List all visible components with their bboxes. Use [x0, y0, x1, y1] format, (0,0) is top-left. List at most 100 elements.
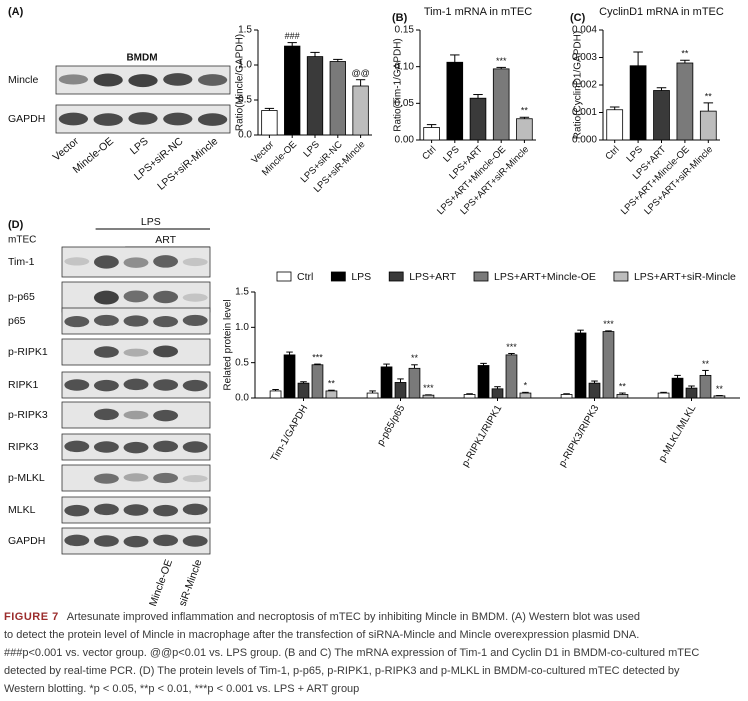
bar	[602, 331, 615, 399]
chart-title: Tim-1 mRNA in mTEC	[424, 6, 532, 18]
panel-label: (B)	[392, 12, 408, 24]
figure: (A) (B) (C) (D) BMDM Mincle GAPDH Vector Min…	[8, 6, 740, 606]
significance-label: @@	[351, 68, 369, 78]
blot-band	[153, 316, 179, 328]
blot-row-label: RIPK1	[8, 379, 39, 391]
bar	[469, 97, 487, 141]
legend-label: LPS+ART+siR-Mincle	[634, 271, 736, 283]
blot-band	[123, 315, 149, 327]
bar	[269, 390, 282, 399]
x-tick-label: Tim-1/GAPDH	[269, 403, 310, 464]
blot-band	[128, 112, 158, 125]
bar	[560, 394, 573, 399]
blot-band	[93, 290, 119, 305]
y-axis-label: Related protein level	[223, 299, 234, 390]
y-tick-label: 0.15	[395, 25, 415, 36]
bar	[606, 109, 624, 141]
blot-band	[93, 255, 119, 269]
caption-line: FIGURE 7 Artesunate improved inflammation…	[4, 608, 746, 626]
significance-label: ###	[285, 31, 300, 41]
bar	[306, 56, 324, 136]
blot-band	[197, 74, 228, 86]
bar	[588, 382, 601, 399]
blot-band	[123, 410, 149, 420]
blot-group: ART	[155, 234, 176, 246]
chart-title: CyclinD1 mRNA in mTEC	[599, 6, 724, 18]
significance-label: **	[521, 106, 529, 116]
blot-band	[93, 503, 119, 516]
blot-row-label: p-p65	[8, 291, 35, 303]
bar	[463, 394, 476, 399]
blot-band	[123, 378, 149, 391]
y-tick-label: 1.0	[235, 322, 249, 333]
panel-label: (D)	[8, 219, 24, 231]
blot-band	[163, 112, 193, 126]
blot-band	[153, 379, 179, 391]
blot-band	[93, 535, 119, 547]
blot-band	[93, 346, 119, 358]
blot-row-label: Tim-1	[8, 256, 35, 268]
blot-lane-label: siR-Mincle	[177, 558, 205, 606]
bar	[477, 365, 490, 399]
bar	[352, 85, 369, 136]
blot-band	[182, 535, 208, 547]
bar	[671, 377, 684, 399]
y-tick-label: 1.0	[238, 60, 252, 71]
caption-text: Artesunate improved inflammation and nec…	[66, 611, 640, 623]
blot-band	[123, 348, 149, 357]
blot-lane-label: Mincle-OE	[147, 558, 175, 606]
legend-swatch	[388, 271, 404, 282]
bar	[423, 127, 440, 141]
blot-band	[58, 112, 89, 126]
legend-label: Ctrl	[297, 271, 313, 283]
blot-band	[93, 73, 123, 87]
caption-line: detected by real-time PCR. (D) The prote…	[4, 665, 680, 677]
y-tick-label: 0.5	[238, 95, 252, 106]
blot-band	[93, 113, 123, 126]
legend-label: LPS+ART+Mincle-OE	[494, 271, 596, 283]
blot-band	[182, 475, 208, 483]
y-tick-label: 0.004	[572, 25, 597, 36]
significance-label: **	[619, 381, 627, 391]
bar	[657, 392, 670, 399]
significance-label: ***	[506, 342, 517, 352]
bar	[519, 392, 532, 399]
significance-label: **	[716, 384, 724, 394]
blot-band	[93, 441, 119, 453]
significance-label: *	[524, 381, 528, 391]
bar	[505, 354, 518, 399]
y-tick-label: 0.001	[572, 107, 597, 118]
blot-band	[182, 293, 208, 302]
significance-label: **	[681, 49, 689, 59]
blot-row-label: GAPDH	[8, 535, 45, 547]
blot-band	[153, 534, 179, 547]
bar	[329, 61, 346, 136]
bar	[394, 382, 407, 399]
bar	[408, 367, 421, 399]
x-tick-label: p-RIPK1/RIPK1	[460, 403, 504, 469]
bar	[516, 118, 533, 141]
y-axis-label: Ratio(Mincle/GAPDH)	[235, 34, 246, 131]
blot-band	[182, 257, 208, 267]
blot-lane-label: LPS	[128, 135, 151, 157]
blot-band	[123, 535, 149, 548]
figure-label: FIGURE 7	[4, 611, 59, 623]
blot-row-label: p-RIPK1	[8, 346, 48, 358]
blot-group: LPS	[141, 216, 161, 228]
y-tick-label: 0.00	[395, 135, 415, 146]
y-tick-label: 1.5	[238, 25, 252, 36]
significance-label: **	[705, 91, 713, 101]
bar	[366, 392, 379, 399]
blot-band	[182, 314, 208, 326]
bar	[699, 110, 717, 141]
bar	[685, 387, 698, 399]
bar	[653, 90, 670, 141]
x-tick-label: p-p65/p65	[375, 403, 407, 448]
y-tick-label: 0.0	[235, 393, 249, 404]
blot-band	[182, 441, 208, 453]
y-tick-label: 0.5	[235, 357, 249, 368]
blot-band	[153, 440, 179, 453]
legend-label: LPS+ART	[409, 271, 456, 283]
significance-label: ***	[312, 352, 323, 362]
